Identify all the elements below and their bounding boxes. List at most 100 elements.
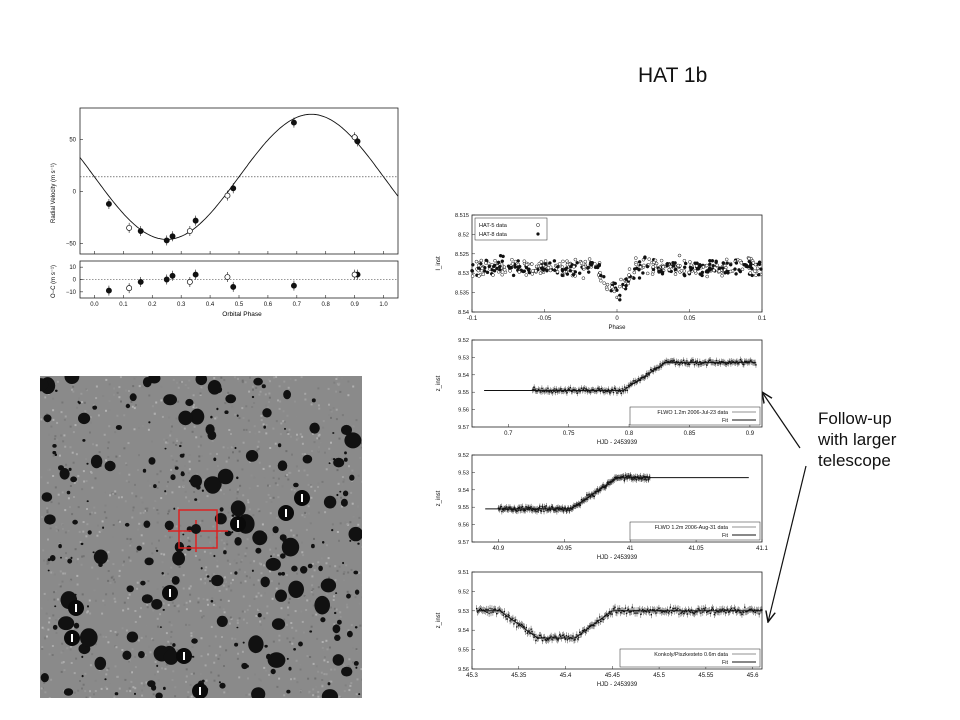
field-star xyxy=(291,565,298,572)
field-noise xyxy=(188,460,191,463)
field-noise xyxy=(228,456,230,459)
field-noise xyxy=(226,447,229,449)
flwo_aug31-point xyxy=(642,475,645,477)
field-noise xyxy=(177,386,180,389)
field-noise xyxy=(237,488,240,491)
field-noise xyxy=(57,493,60,496)
field-noise xyxy=(308,690,311,693)
annotation-line-1: Follow-up xyxy=(818,409,892,428)
field-noise xyxy=(167,510,170,513)
field-noise xyxy=(89,612,92,615)
field-noise xyxy=(76,574,79,577)
field-noise xyxy=(285,450,288,453)
field-noise xyxy=(77,506,80,509)
field-noise xyxy=(355,693,358,696)
konkoly-point xyxy=(621,610,623,612)
field-noise xyxy=(118,472,121,475)
field-star xyxy=(214,513,227,525)
saturated-star-core xyxy=(237,520,239,528)
konkoly-point xyxy=(603,615,606,618)
field-star xyxy=(206,575,210,578)
flwo_aug31-point xyxy=(505,506,508,508)
field-noise xyxy=(107,641,110,644)
field-star xyxy=(257,613,262,618)
konkoly-point xyxy=(490,612,492,614)
konkoly-point xyxy=(562,634,565,636)
flwo_aug31-point xyxy=(601,486,603,489)
field-noise xyxy=(146,606,149,609)
hat5-point xyxy=(522,259,527,263)
field-noise xyxy=(168,621,171,624)
field-noise xyxy=(47,433,50,436)
konkoly-point xyxy=(695,610,697,613)
konkoly-point xyxy=(604,614,607,617)
konkoly-point xyxy=(546,638,548,640)
field-noise xyxy=(175,438,178,441)
field-noise xyxy=(290,622,293,624)
field-noise xyxy=(328,576,330,579)
field-noise xyxy=(267,378,270,381)
flwo_aug31-point xyxy=(633,477,635,480)
flwo_jul23-point xyxy=(719,361,721,363)
follow-up-annotation: Follow-up with larger telescope xyxy=(818,408,896,471)
flwo_jul23-point xyxy=(626,389,629,392)
field-noise xyxy=(236,459,239,462)
flwo_aug31-point xyxy=(514,508,516,510)
konkoly-point xyxy=(652,609,654,612)
konkoly-point xyxy=(639,608,641,611)
konkoly-point xyxy=(754,611,757,613)
konkoly-point xyxy=(521,624,524,626)
field-star xyxy=(332,624,341,634)
field-noise xyxy=(55,526,58,529)
field-noise xyxy=(245,405,248,408)
field-noise xyxy=(86,523,89,526)
field-star xyxy=(195,376,208,386)
field-star xyxy=(234,446,237,450)
flwo_aug31-legend-fit: Fit xyxy=(722,533,728,539)
field-noise xyxy=(296,681,299,684)
field-noise xyxy=(115,455,118,458)
field-noise xyxy=(281,532,284,535)
konkoly-point xyxy=(705,611,708,613)
hat8-point xyxy=(682,272,686,277)
field-noise xyxy=(216,559,219,562)
field-noise xyxy=(269,512,272,515)
field-noise xyxy=(244,555,247,558)
flwo_jul23-point xyxy=(575,390,578,392)
konkoly-point xyxy=(725,609,728,611)
field-noise xyxy=(89,690,91,693)
flwo_aug31-point xyxy=(500,505,502,508)
field-noise xyxy=(128,687,131,690)
hat5-point xyxy=(687,270,691,275)
saturated-star-core xyxy=(71,634,73,642)
field-noise xyxy=(220,392,222,395)
field-noise xyxy=(133,377,136,380)
flwo_jul23-point xyxy=(710,361,712,363)
konkoly-point xyxy=(630,610,632,613)
field-noise xyxy=(81,401,83,404)
field-star xyxy=(115,425,122,430)
flwo_jul23-point xyxy=(649,369,652,371)
konkoly-point xyxy=(561,634,564,637)
hat8-point xyxy=(563,267,568,271)
field-star xyxy=(218,681,221,684)
hat8-point xyxy=(671,264,676,268)
hat8-point xyxy=(757,260,762,264)
field-noise xyxy=(44,637,47,640)
hat8-point xyxy=(568,265,573,269)
field-star xyxy=(336,493,339,497)
flwo_aug31-point xyxy=(540,507,542,510)
flwo_aug31-point xyxy=(608,483,610,486)
konkoly-point xyxy=(743,611,745,614)
field-noise xyxy=(200,655,203,658)
field-noise xyxy=(97,524,99,527)
field-noise xyxy=(71,629,74,631)
field-noise xyxy=(118,455,121,457)
field-noise xyxy=(48,697,51,698)
hat5-point xyxy=(599,278,603,283)
konkoly-point xyxy=(592,624,594,627)
hat8-point xyxy=(645,264,650,269)
field-noise xyxy=(236,692,239,695)
flwo_jul23-xtick-label: 0.9 xyxy=(746,431,755,437)
hat-legend-filled-marker xyxy=(536,232,540,236)
